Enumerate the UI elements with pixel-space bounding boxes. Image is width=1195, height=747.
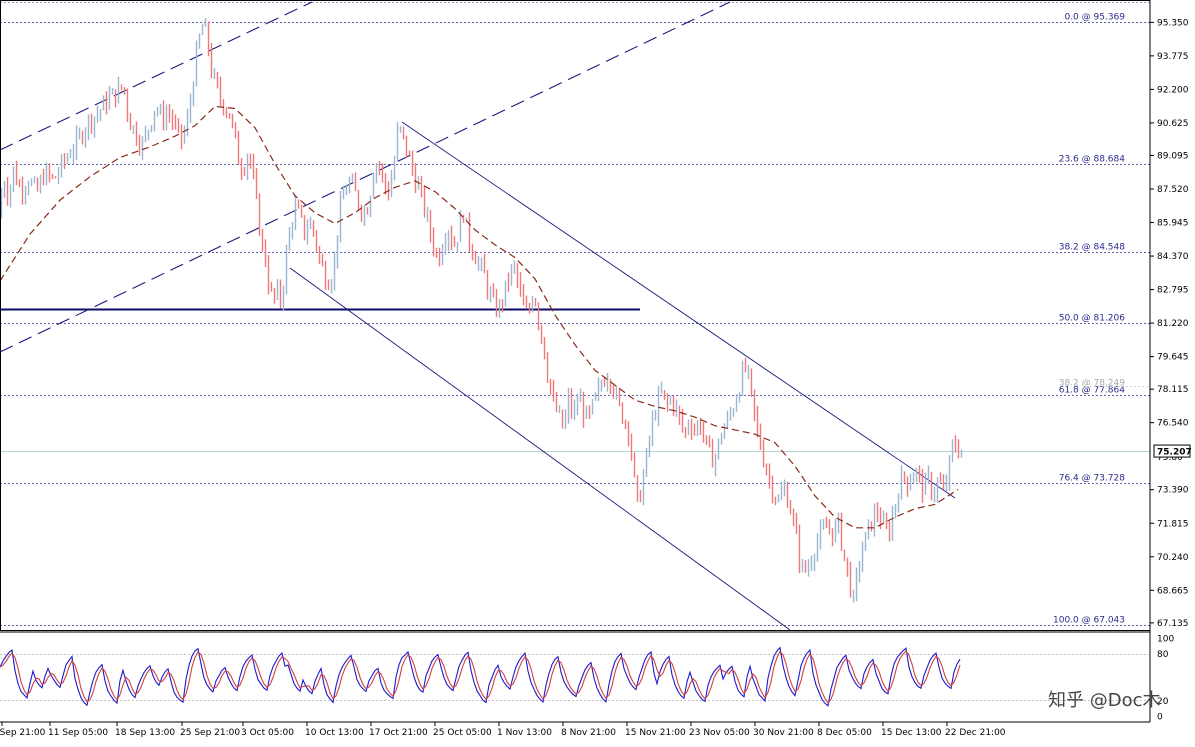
stoch-signal-line: [0, 650, 961, 704]
price-tick-label: 93.775: [1157, 52, 1189, 62]
price-tick-label: 71.815: [1157, 519, 1189, 529]
fib-level-label: 76.4 @ 73.728: [1059, 474, 1126, 484]
fib-level-label: 50.0 @ 81.206: [1059, 314, 1126, 324]
desc-channel-top: [401, 121, 956, 499]
fib-level-label: 61.8 @ 77.864: [1059, 386, 1126, 396]
time-tick-label: 8 Nov 21:00: [561, 728, 616, 738]
price-tick-label: 89.095: [1157, 151, 1189, 161]
price-tick-label: 81.220: [1157, 319, 1189, 329]
time-tick-label: 15 Dec 13:00: [881, 728, 942, 738]
fib-level-label: 23.6 @ 88.684: [1059, 155, 1126, 165]
watermark-text: 知乎 @Doc木: [1048, 690, 1161, 711]
time-tick-label: 3 Oct 05:00: [241, 728, 294, 738]
trendlines: [0, 1, 956, 631]
price-tick-label: 79.645: [1157, 353, 1189, 363]
price-tick-label: 84.370: [1157, 252, 1189, 262]
watermark: 知乎 @Doc木: [1048, 690, 1161, 711]
price-tick-label: 90.625: [1157, 119, 1189, 129]
main-frame: [0, 0, 1151, 631]
price-tick-label: 87.520: [1157, 185, 1189, 195]
fib-level-label: 100.0 @ 67.043: [1053, 616, 1125, 626]
time-tick-label: 30 Nov 21:00: [753, 728, 814, 738]
price-tick-label: 68.665: [1157, 586, 1189, 596]
moving-average: [0, 105, 959, 529]
price-tick-label: 85.945: [1157, 219, 1189, 229]
time-tick-label: 25 Oct 05:00: [433, 728, 492, 738]
fib-level-label: 38.2 @ 84.548: [1059, 243, 1126, 253]
ma-line: [0, 105, 959, 529]
price-tick-label: 78.115: [1157, 385, 1189, 395]
stoch-main-line: [0, 646, 961, 707]
candles: [0, 18, 963, 603]
price-tick-label: 92.200: [1157, 85, 1189, 95]
fib-faint-label: 38.2 @ 78.249: [1059, 379, 1126, 389]
current-price-label: 75.207: [1157, 448, 1192, 458]
stoch-tick-label: 0: [1157, 713, 1163, 723]
price-tick-label: 95.350: [1157, 18, 1189, 28]
price-tick-label: 70.240: [1157, 553, 1189, 563]
current-price-box: [1153, 444, 1191, 458]
price-tick-label: 73.390: [1157, 486, 1189, 496]
stoch-tick-label: 20: [1157, 697, 1169, 707]
fib-level-label: 0.0 @ 95.369: [1064, 13, 1125, 23]
time-tick-label: 11 Sep 05:00: [48, 728, 108, 738]
fib-levels: 0.0 @ 95.369 23.6 @ 88.684 38.2 @ 84.548 50…: [0, 2, 1150, 626]
time-tick-label: 4 Sep 21:00: [0, 728, 46, 738]
stochastic-panel: 100 80 20 0: [0, 635, 1174, 723]
time-tick-label: 18 Sep 13:00: [115, 728, 175, 738]
time-tick-label: 17 Oct 21:00: [369, 728, 428, 738]
price-tick-label: 67.135: [1157, 619, 1189, 629]
price-tick-label: 76.540: [1157, 419, 1189, 429]
time-tick-label: 1 Nov 13:00: [497, 728, 552, 738]
upper-channel-line: [0, 1, 313, 151]
price-label-behind: 75.80: [1157, 453, 1183, 463]
price-axis: 95.350 93.775 92.200 90.625 89.095 87.520 85.9…: [0, 0, 1192, 723]
time-tick-label: 23 Nov 05:00: [689, 728, 750, 738]
stoch-tick-label: 80: [1157, 650, 1169, 660]
time-tick-label: 22 Dec 21:00: [945, 728, 1006, 738]
time-tick-label: 10 Oct 13:00: [305, 728, 364, 738]
desc-channel-bottom: [289, 267, 791, 631]
time-tick-label: 15 Nov 21:00: [625, 728, 686, 738]
time-tick-label: 8 Dec 05:00: [817, 728, 872, 738]
price-tick-label: 82.795: [1157, 286, 1189, 296]
lower-channel-line: [0, 1, 731, 353]
stoch-tick-label: 100: [1157, 635, 1174, 645]
time-tick-label: 25 Sep 21:00: [180, 728, 240, 738]
